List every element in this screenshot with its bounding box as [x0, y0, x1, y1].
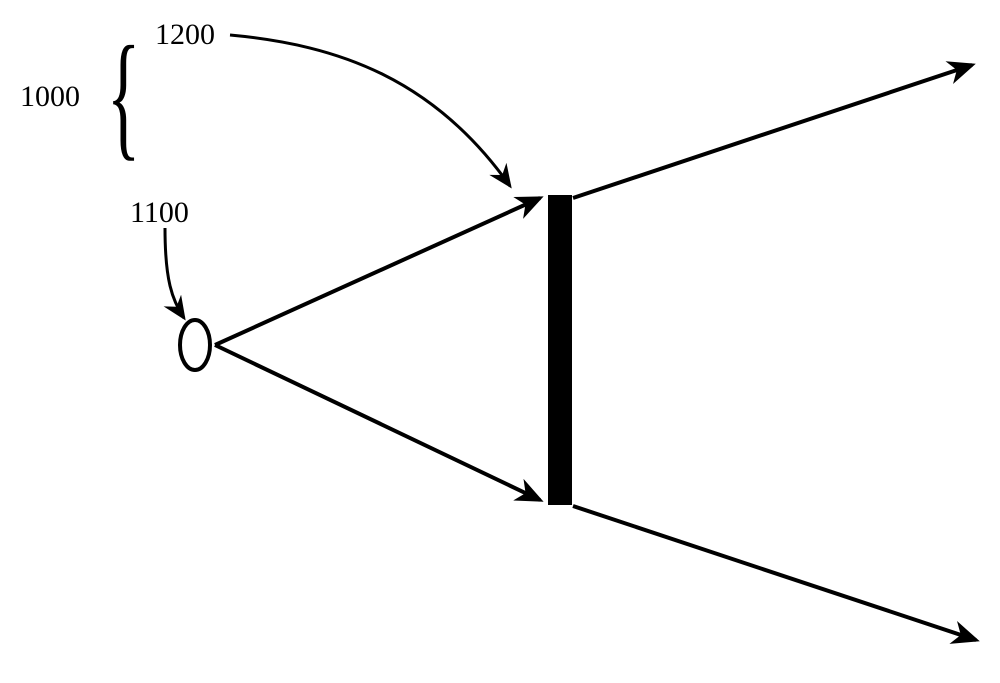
optical-diagram: { 1000 1200 1100 [0, 0, 1000, 683]
leader-arrow-1100 [165, 228, 184, 318]
source-ellipse [180, 320, 210, 370]
diagram-svg [0, 0, 1000, 683]
ray-out-bottom [573, 506, 976, 640]
ray-to-bar-bottom [215, 345, 540, 500]
ray-to-bar-top [215, 198, 540, 345]
ray-out-top [573, 65, 972, 198]
leader-arrow-1200 [230, 35, 510, 186]
bar-rect [548, 195, 572, 505]
